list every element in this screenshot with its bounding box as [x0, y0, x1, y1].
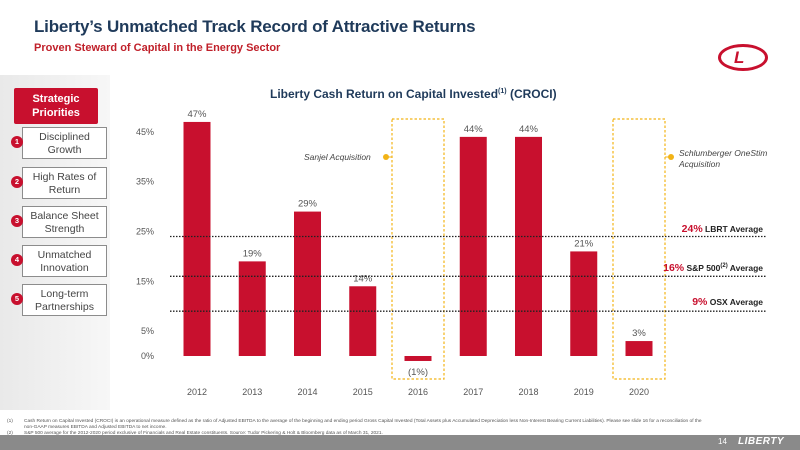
- lbrt-average-pct: 24%: [681, 223, 703, 235]
- footnote-1-text: Cash Return on Capital Invested (CROCI) …: [24, 419, 702, 430]
- value-label-2019: 21%: [574, 238, 594, 249]
- x-tick-label-2013: 2013: [242, 387, 262, 397]
- priority-number-5: 5: [11, 293, 23, 305]
- onestim-acquisition-annotation: Schlumberger OneStim Acquisition: [679, 148, 768, 169]
- osx-average-pct: 9%: [692, 296, 708, 308]
- sp500-footnote-ref: (2): [720, 263, 728, 270]
- y-tick-label-5: 5%: [141, 326, 154, 336]
- value-label-2020: 3%: [632, 328, 646, 339]
- highlight-dot-2016: [383, 154, 389, 160]
- footer-liberty-logo: LIBERTY: [738, 436, 785, 447]
- y-tick-label-15: 15%: [136, 276, 154, 286]
- priority-number-4: 4: [11, 254, 23, 266]
- footer-bar: [0, 435, 800, 450]
- page-subtitle: Proven Steward of Capital in the Energy …: [34, 42, 281, 54]
- highlight-dot-2020: [668, 154, 674, 160]
- osx-average-label: 9% OSX Average: [692, 296, 763, 308]
- sanjel-acquisition-annotation: Sanjel Acquisition: [304, 152, 371, 162]
- chart-title-text: Liberty Cash Return on Capital Invested: [270, 87, 499, 101]
- footnote-2-text: S&P 500 average for the 2012-2020 period…: [24, 431, 383, 436]
- page-number: 14: [718, 437, 727, 446]
- value-label-2018: 44%: [519, 124, 539, 135]
- x-tick-label-2020: 2020: [629, 387, 649, 397]
- chart-title: Liberty Cash Return on Capital Invested(…: [270, 87, 557, 101]
- x-tick-label-2014: 2014: [297, 387, 317, 397]
- priority-number-3: 3: [11, 215, 23, 227]
- highlight-box-2020: [612, 118, 666, 380]
- x-tick-label-2016: 2016: [408, 387, 428, 397]
- bar-2012: [183, 121, 211, 356]
- value-label-2017: 44%: [464, 124, 484, 135]
- footnote-2: (2) S&P 500 average for the 2012-2020 per…: [7, 431, 707, 437]
- y-tick-label-25: 25%: [136, 227, 154, 237]
- value-label-2015: 14%: [353, 273, 373, 284]
- lbrt-average-label: 24% LBRT Average: [682, 223, 763, 235]
- osx-average-text: OSX Average: [707, 297, 763, 307]
- priority-box-1: Disciplined Growth: [22, 127, 107, 159]
- liberty-logo: L: [718, 44, 768, 71]
- bar-2013: [238, 261, 266, 356]
- bar-2014: [294, 211, 321, 356]
- sp500-average-text: S&P 500: [684, 263, 721, 273]
- lbrt-average-text: LBRT Average: [702, 224, 763, 234]
- bar-2018: [515, 136, 542, 356]
- bar-2015: [349, 286, 377, 356]
- x-tick-label-2019: 2019: [574, 387, 594, 397]
- sidebar-heading: Strategic Priorities: [14, 88, 98, 124]
- footnote-1-number: (1): [7, 419, 13, 424]
- sp500-average-label: 16% S&P 500(2) Average: [663, 262, 763, 274]
- bar-2019: [570, 251, 598, 356]
- y-tick-label-45: 45%: [136, 127, 154, 137]
- bar-2016: [404, 356, 432, 361]
- value-label-2012: 47%: [187, 109, 207, 120]
- bar-2020: [625, 341, 653, 356]
- y-tick-label-0: 0%: [141, 351, 154, 361]
- sp500-average-suffix: Average: [727, 263, 763, 273]
- x-tick-label-2017: 2017: [463, 387, 483, 397]
- y-tick-label-35: 35%: [136, 177, 154, 187]
- logo-letter: L: [734, 48, 745, 67]
- page-title: Liberty’s Unmatched Track Record of Attr…: [34, 17, 476, 36]
- bar-2017: [459, 136, 487, 356]
- highlight-box-2016: [391, 118, 445, 380]
- footnotes: (1) Cash Return on Capital Invested (CROC…: [7, 419, 707, 437]
- value-label-2013: 19%: [243, 248, 263, 259]
- value-label-2014: 29%: [298, 199, 318, 210]
- value-label-2016: (1%): [408, 367, 428, 378]
- footnote-1: (1) Cash Return on Capital Invested (CROC…: [7, 419, 707, 431]
- footnote-2-number: (2): [7, 431, 13, 436]
- chart-title-footnote-ref: (1): [498, 88, 507, 95]
- x-tick-label-2012: 2012: [187, 387, 207, 397]
- x-tick-label-2015: 2015: [353, 387, 373, 397]
- x-tick-label-2018: 2018: [518, 387, 538, 397]
- priority-number-1: 1: [11, 136, 23, 148]
- sp500-average-pct: 16%: [663, 262, 685, 274]
- chart-title-suffix: (CROCI): [506, 87, 557, 101]
- priority-box-2: High Rates of Return: [22, 167, 107, 199]
- priority-number-2: 2: [11, 176, 23, 188]
